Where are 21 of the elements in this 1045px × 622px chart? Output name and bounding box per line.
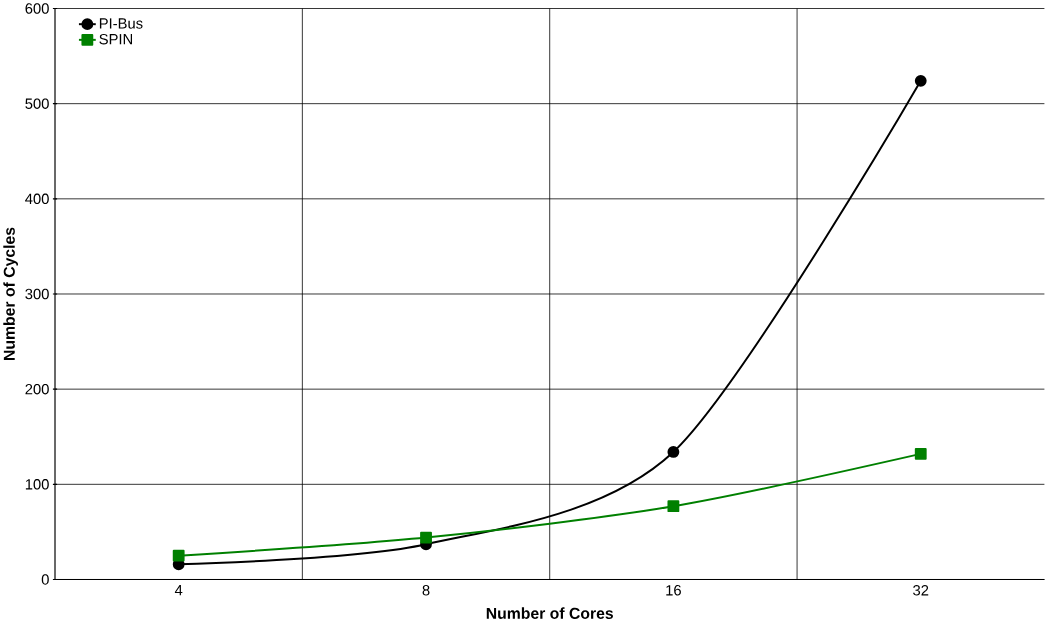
- y-tick-label: 200: [25, 383, 49, 395]
- y-tick-label: 500: [25, 98, 49, 109]
- point: [667, 500, 680, 513]
- y-axis-title: Number of Cycles: [3, 227, 18, 360]
- legend-label: SPIN: [99, 33, 133, 45]
- y-tick-label: 600: [25, 3, 49, 14]
- y-tick-label: 100: [25, 478, 49, 490]
- point: [914, 74, 927, 87]
- x-tick-label: 16: [666, 584, 681, 596]
- point: [172, 549, 185, 562]
- x-tick-label: 4: [174, 584, 183, 596]
- y-tick-label: 0: [41, 574, 49, 585]
- legend-label: PI-Bus: [99, 18, 143, 29]
- point: [420, 531, 432, 544]
- x-tick-label: 32: [913, 584, 929, 596]
- point: [914, 447, 927, 460]
- y-tick-label: 400: [25, 193, 49, 204]
- x-axis-title: Number of Cores: [486, 607, 613, 619]
- point: [667, 445, 680, 458]
- x-tick-label: 8: [422, 584, 430, 596]
- y-tick-label: 300: [25, 288, 49, 300]
